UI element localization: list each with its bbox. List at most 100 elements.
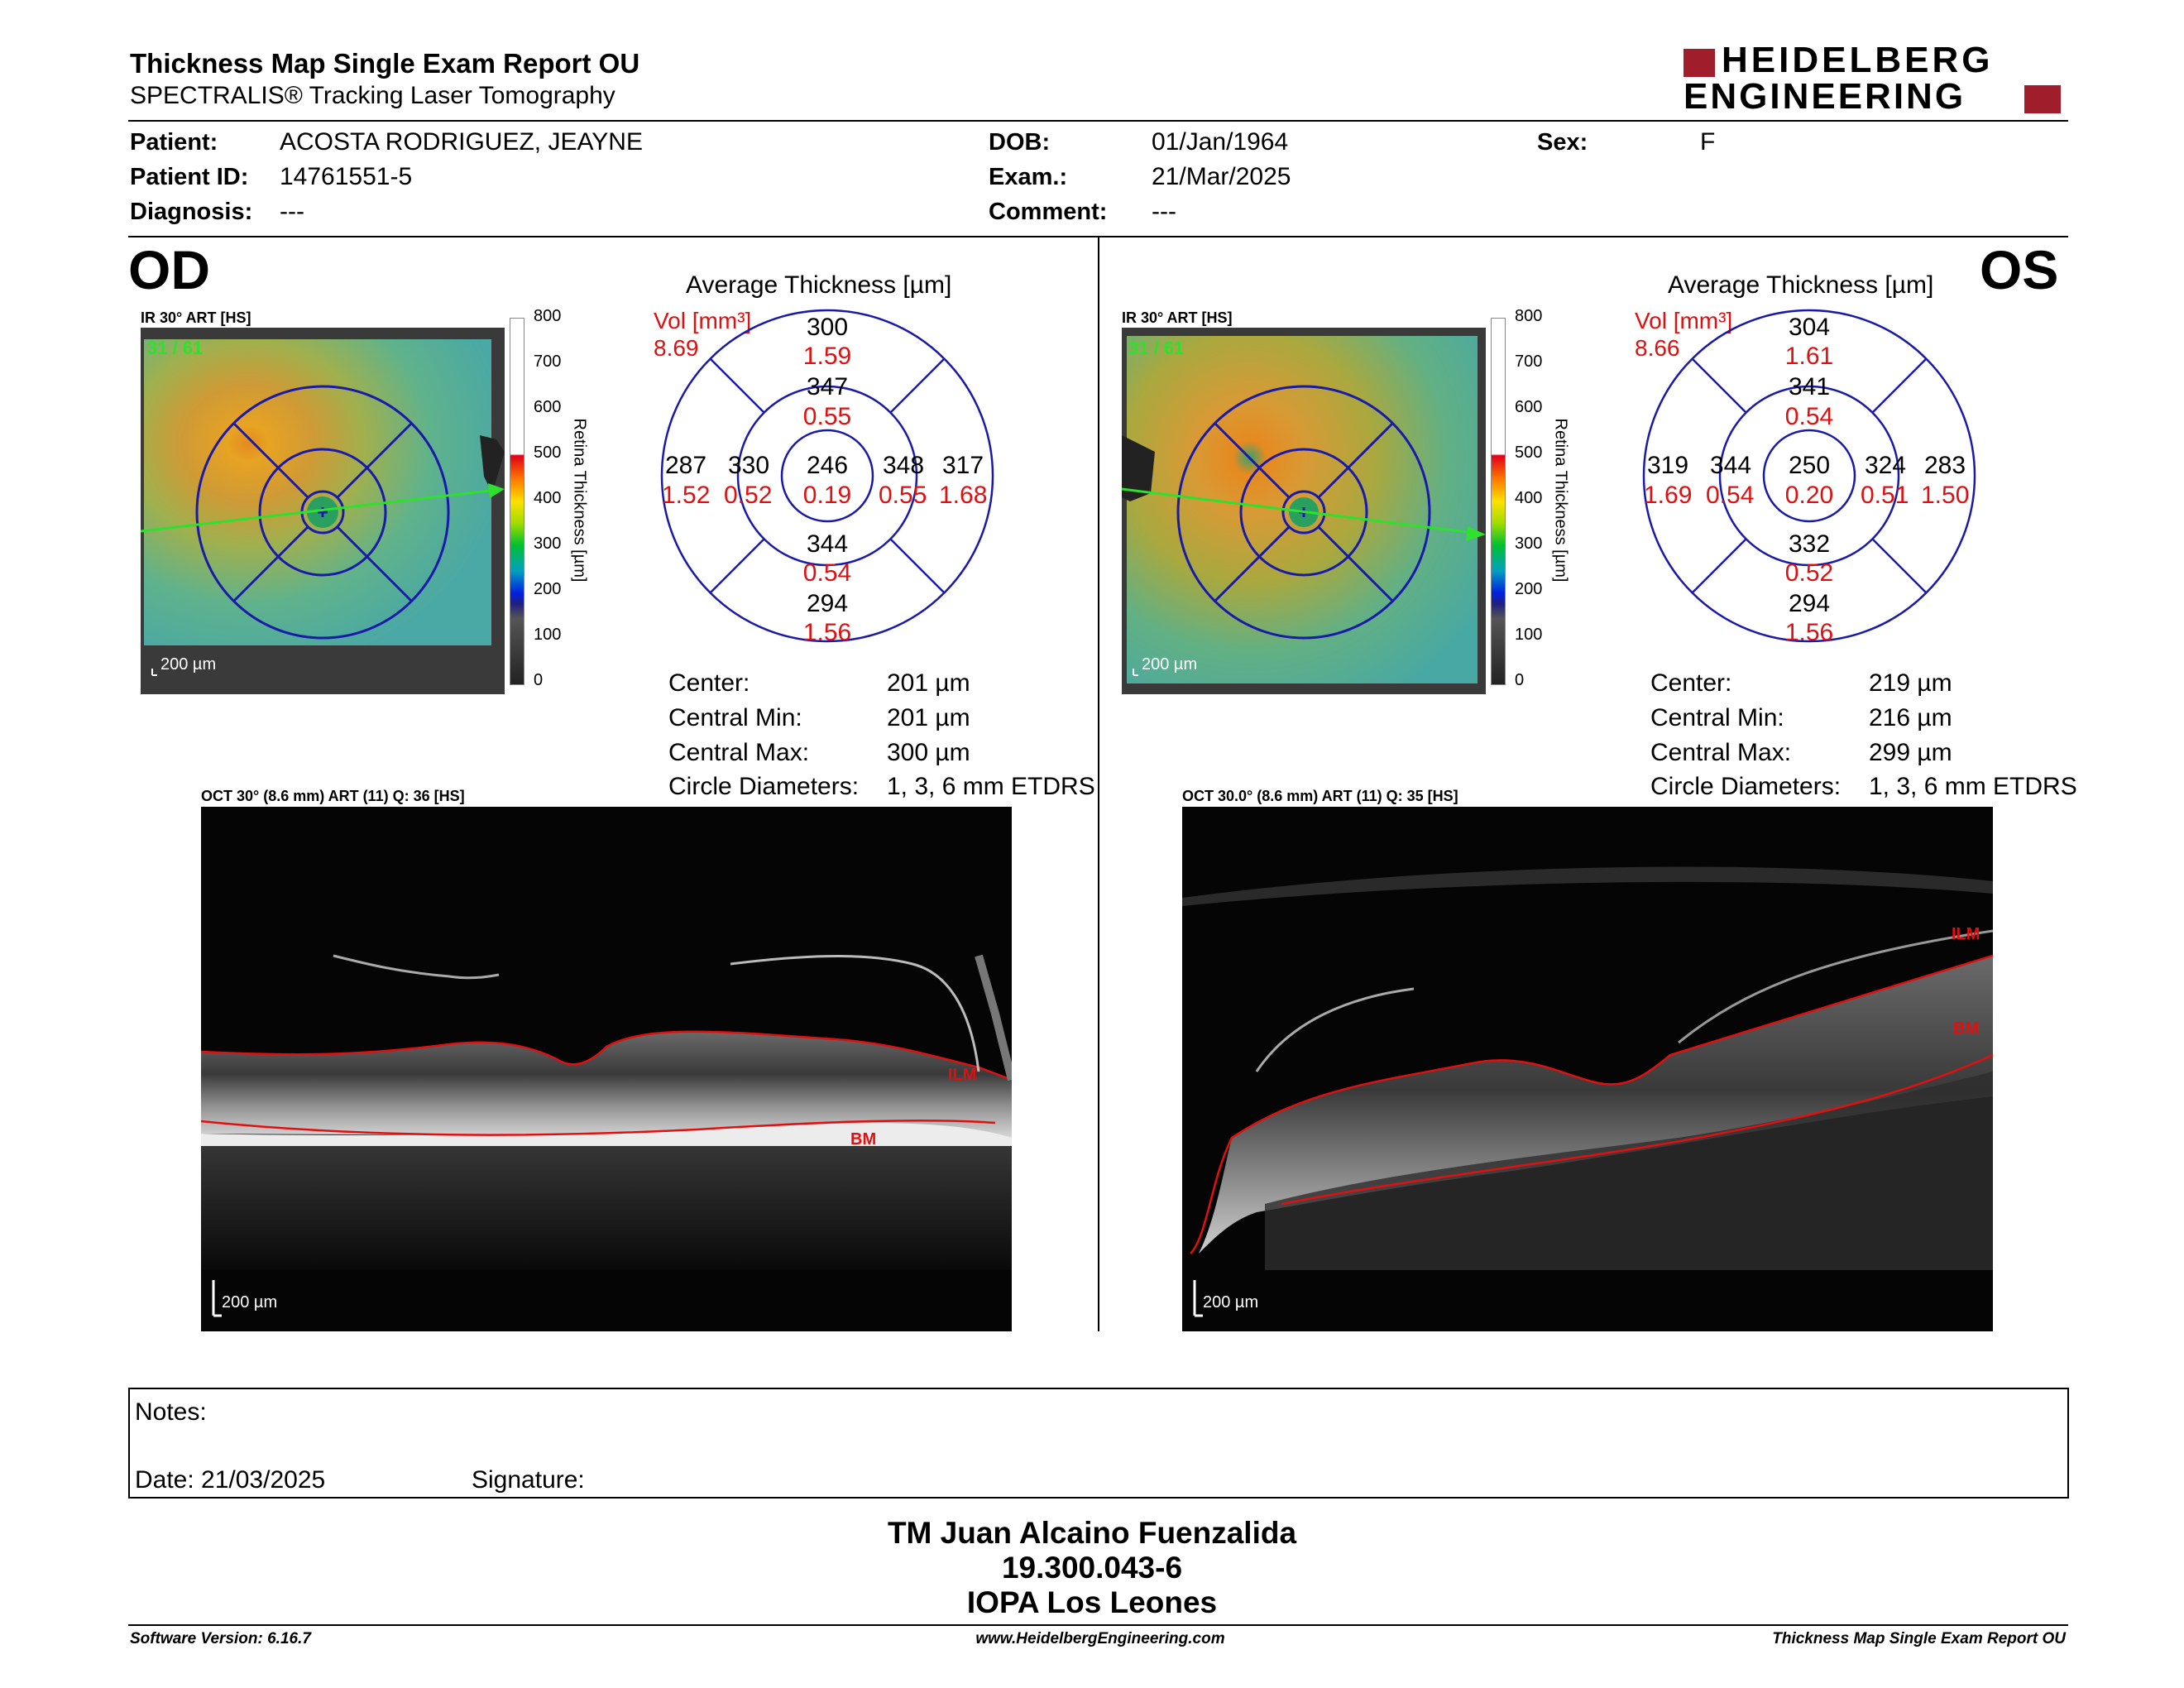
os-tick-400: 400	[1515, 489, 1543, 507]
os-tick-200: 200	[1515, 580, 1543, 598]
os-etdrs-grid	[1642, 309, 1976, 643]
os-center-volume: 0.20	[1784, 482, 1834, 509]
os-inner-left-thickness: 344	[1710, 452, 1752, 479]
od-center-label: Center:	[668, 669, 750, 697]
od-map-scale: 200 µm	[160, 655, 217, 674]
os-thickness-map: 31 / 61 200 µm	[1122, 328, 1486, 694]
os-colorbar-label: Retina Thickness [µm]	[1551, 418, 1570, 583]
od-cmax-label: Central Max:	[668, 739, 810, 766]
od-outer-left-volume: 1.52	[662, 482, 711, 509]
os-outer-inf-volume: 1.56	[1784, 619, 1834, 646]
od-inner-sup-thickness: 347	[806, 373, 849, 400]
od-vol-label: Vol [mm³]	[654, 308, 752, 333]
comment-value: ---	[1152, 198, 1176, 225]
os-map-scale: 200 µm	[1142, 655, 1198, 674]
os-center-label: Center:	[1650, 669, 1732, 697]
od-bm-label: BM	[850, 1130, 877, 1149]
os-outer-sup-volume: 1.61	[1784, 343, 1834, 370]
os-inner-inf-volume: 0.52	[1784, 559, 1834, 587]
notes-label: Notes:	[135, 1398, 207, 1426]
od-oct-scale: 200 µm	[222, 1293, 278, 1312]
dob-label: DOB:	[989, 129, 1051, 156]
footer-report-name: Thickness Map Single Exam Report OU	[1772, 1630, 2066, 1647]
od-tick-0: 0	[534, 671, 544, 689]
os-oct-scan: ILM BM 200 µm	[1182, 807, 1993, 1331]
od-colorbar	[510, 318, 524, 685]
report-title: Thickness Map Single Exam Report OU	[130, 48, 640, 79]
os-tick-700: 700	[1515, 352, 1543, 371]
os-tick-600: 600	[1515, 398, 1543, 416]
os-outer-sup-thickness: 304	[1788, 314, 1831, 341]
dob-value: 01/Jan/1964	[1152, 128, 1289, 156]
os-inner-sup-volume: 0.54	[1784, 403, 1834, 430]
notes-date: Date: 21/03/2025	[135, 1466, 326, 1494]
diagnosis-value: ---	[280, 198, 304, 225]
od-outer-right-thickness: 317	[942, 452, 984, 479]
os-diam-value: 1, 3, 6 mm ETDRS	[1869, 773, 2077, 800]
patient-label: Patient:	[130, 129, 218, 156]
sex-label: Sex:	[1537, 129, 1588, 156]
report-subtitle: SPECTRALIS® Tracking Laser Tomography	[130, 82, 615, 109]
os-ir-title: IR 30° ART [HS]	[1122, 309, 1233, 326]
od-cmin-label: Central Min:	[668, 704, 802, 731]
od-outer-sup-volume: 1.59	[802, 343, 852, 370]
os-inner-sup-thickness: 341	[1788, 373, 1831, 400]
od-diam-value: 1, 3, 6 mm ETDRS	[887, 773, 1095, 800]
od-inner-right-volume: 0.55	[879, 482, 927, 509]
od-cmin-value: 201 µm	[887, 704, 970, 731]
od-colorbar-label: Retina Thickness [µm]	[570, 418, 589, 583]
software-version: Software Version: 6.16.7	[130, 1630, 311, 1647]
od-tick-200: 200	[534, 580, 562, 598]
od-ir-title: IR 30° ART [HS]	[141, 309, 251, 326]
od-tick-300: 300	[534, 535, 562, 553]
os-inner-inf-thickness: 332	[1788, 530, 1831, 558]
os-inner-right-volume: 0.51	[1861, 482, 1909, 509]
os-tick-100: 100	[1515, 626, 1543, 644]
od-outer-inf-volume: 1.56	[802, 619, 852, 646]
os-inner-right-thickness: 324	[1865, 452, 1907, 479]
heidelberg-logo: HEIDELBERG ENGINEERING	[1684, 42, 2064, 117]
od-tick-800: 800	[534, 307, 562, 325]
os-cmax-label: Central Max:	[1650, 739, 1792, 766]
patient-id: 14761551-5	[280, 163, 413, 190]
od-vol-value: 8.69	[654, 335, 699, 361]
os-center-value: 219 µm	[1869, 669, 1952, 697]
os-outer-left-volume: 1.69	[1644, 482, 1693, 509]
od-center-value: 201 µm	[887, 669, 970, 697]
os-cmax-value: 299 µm	[1869, 739, 1952, 766]
od-outer-sup-thickness: 300	[806, 314, 849, 341]
od-outer-right-volume: 1.68	[939, 482, 988, 509]
od-avg-title: Average Thickness [µm]	[686, 271, 952, 299]
os-bm-label: BM	[1953, 1019, 1980, 1038]
logo-line2: ENGINEERING	[1684, 76, 1966, 117]
os-colorbar	[1491, 318, 1506, 685]
od-inner-inf-thickness: 344	[806, 530, 849, 558]
od-inner-right-thickness: 348	[883, 452, 925, 479]
os-frame-counter: 31 / 61	[1128, 338, 1185, 358]
od-ilm-label: ILM	[948, 1066, 977, 1084]
od-frame-counter: 31 / 61	[147, 338, 204, 358]
od-tick-600: 600	[534, 398, 562, 416]
od-oct-title: OCT 30° (8.6 mm) ART (11) Q: 36 [HS]	[201, 788, 465, 804]
exam-label: Exam.:	[989, 164, 1068, 190]
notes-box	[128, 1388, 2069, 1499]
signoff-id: 19.300.043-6	[1001, 1551, 1183, 1585]
patient-id-label: Patient ID:	[130, 164, 249, 190]
os-vol-value: 8.66	[1635, 335, 1680, 361]
eye-divider	[1098, 237, 1099, 1331]
od-outer-left-thickness: 287	[665, 452, 707, 479]
os-tick-500: 500	[1515, 444, 1543, 462]
od-inner-left-thickness: 330	[728, 452, 770, 479]
os-eye-label: OS	[1980, 239, 2059, 300]
os-avg-title: Average Thickness [µm]	[1668, 271, 1934, 299]
od-eye-label: OD	[128, 239, 210, 300]
exam-value: 21/Mar/2025	[1152, 163, 1291, 190]
od-tick-400: 400	[534, 489, 562, 507]
os-outer-right-thickness: 283	[1924, 452, 1966, 479]
signoff-clinic: IOPA Los Leones	[966, 1585, 1218, 1619]
os-vol-label: Vol [mm³]	[1635, 308, 1733, 333]
website-link[interactable]: www.HeidelbergEngineering.com	[975, 1630, 1225, 1647]
diagnosis-label: Diagnosis:	[130, 199, 253, 225]
os-diam-label: Circle Diameters:	[1650, 773, 1842, 800]
os-oct-scale: 200 µm	[1203, 1293, 1259, 1312]
